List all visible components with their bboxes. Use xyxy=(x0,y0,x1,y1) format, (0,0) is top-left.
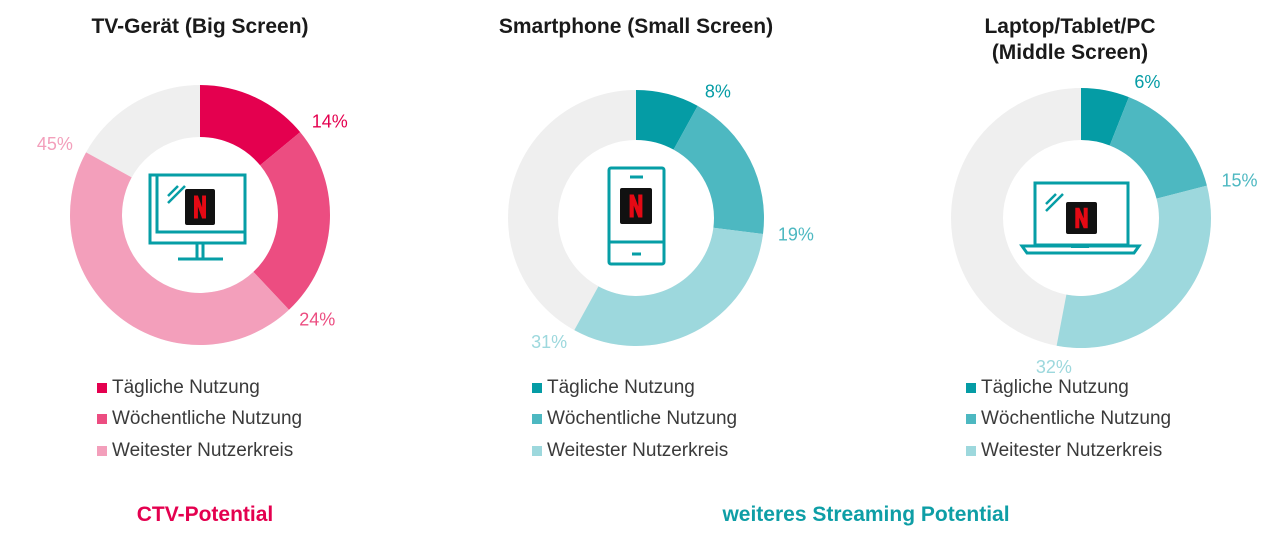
data-label-daily: 8% xyxy=(705,81,731,101)
legend-swatch xyxy=(966,445,976,456)
ctv-potential-label: CTV-Potential xyxy=(136,503,274,526)
netflix-n-icon xyxy=(194,195,206,219)
data-label-weekly: 24% xyxy=(299,309,335,329)
chart-title-tv: TV-Gerät (Big Screen) xyxy=(91,15,309,38)
legend-item-daily: Tägliche Nutzung xyxy=(532,372,737,404)
donut-segment-weekly xyxy=(673,105,764,235)
legend-label: Weitester Nutzerkreis xyxy=(112,439,294,461)
donut-segment-weekly xyxy=(1109,97,1207,199)
donut-segment-daily xyxy=(1081,88,1129,146)
data-label-weekly: 15% xyxy=(1221,171,1257,191)
data-label-daily: 6% xyxy=(1134,72,1160,92)
legend-label: Tägliche Nutzung xyxy=(112,376,260,398)
legend-swatch xyxy=(532,382,542,393)
legend-tv: Tägliche Nutzung Wöchentliche Nutzung We… xyxy=(97,372,302,467)
chart-title-laptop: Laptop/Tablet/PC (Middle Screen) xyxy=(930,14,1210,66)
legend-item-widest: Weitester Nutzerkreis xyxy=(97,435,302,467)
legend-swatch xyxy=(532,414,542,425)
legend-item-weekly: Wöchentliche Nutzung xyxy=(97,404,302,436)
legend-item-widest: Weitester Nutzerkreis xyxy=(532,435,737,467)
legend-item-daily: Tägliche Nutzung xyxy=(97,372,302,404)
donut-segment-widest xyxy=(70,152,289,345)
legend-swatch xyxy=(532,445,542,456)
data-label-widest: 31% xyxy=(531,332,567,352)
legend-swatch xyxy=(966,382,976,393)
legend-swatch xyxy=(97,414,107,425)
legend-swatch xyxy=(97,445,107,456)
legend-item-widest: Weitester Nutzerkreis xyxy=(966,435,1171,467)
laptop-base-icon xyxy=(1019,244,1142,255)
chart-title-smartphone: Smartphone (Small Screen) xyxy=(498,15,774,38)
chart-title-laptop-line2: (Middle Screen) xyxy=(991,41,1149,64)
tv-stand-icon xyxy=(178,243,223,261)
screen-glare-icon xyxy=(1045,193,1064,212)
smartphone-icon xyxy=(607,166,666,266)
legend-swatch xyxy=(97,382,107,393)
tv-inner-frame xyxy=(155,175,245,234)
donut-segment-widest xyxy=(1056,185,1211,348)
legend-item-weekly: Wöchentliche Nutzung xyxy=(532,404,737,436)
donut-segment-daily xyxy=(200,85,301,166)
screen-glare-icon xyxy=(167,185,186,204)
legend-label: Wöchentliche Nutzung xyxy=(112,408,303,430)
smartphone-details xyxy=(609,175,664,256)
streaming-potential-label: weiteres Streaming Potential xyxy=(722,503,1010,526)
chart-title-laptop-line1: Laptop/Tablet/PC xyxy=(984,15,1156,38)
donut-segment-daily xyxy=(636,90,698,150)
legend-item-daily: Tägliche Nutzung xyxy=(966,372,1171,404)
legend-smartphone: Tägliche Nutzung Wöchentliche Nutzung We… xyxy=(532,372,737,467)
legend-item-weekly: Wöchentliche Nutzung xyxy=(966,404,1171,436)
legend-label: Weitester Nutzerkreis xyxy=(981,439,1163,461)
donut-segment-weekly xyxy=(253,132,330,310)
netflix-n-icon xyxy=(1075,207,1088,229)
data-label-weekly: 19% xyxy=(778,225,814,245)
data-label-widest: 32% xyxy=(1036,357,1072,377)
legend-swatch xyxy=(966,414,976,425)
legend-label: Wöchentliche Nutzung xyxy=(547,408,738,430)
legend-label: Tägliche Nutzung xyxy=(981,376,1129,398)
donut-segment-widest xyxy=(574,227,763,347)
legend-label: Wöchentliche Nutzung xyxy=(981,408,1172,430)
data-label-daily: 14% xyxy=(312,111,348,131)
legend-laptop: Tägliche Nutzung Wöchentliche Nutzung We… xyxy=(966,372,1171,467)
legend-label: Weitester Nutzerkreis xyxy=(547,439,729,461)
legend-label: Tägliche Nutzung xyxy=(547,376,695,398)
netflix-n-icon xyxy=(629,194,643,218)
data-label-widest: 45% xyxy=(37,134,73,154)
